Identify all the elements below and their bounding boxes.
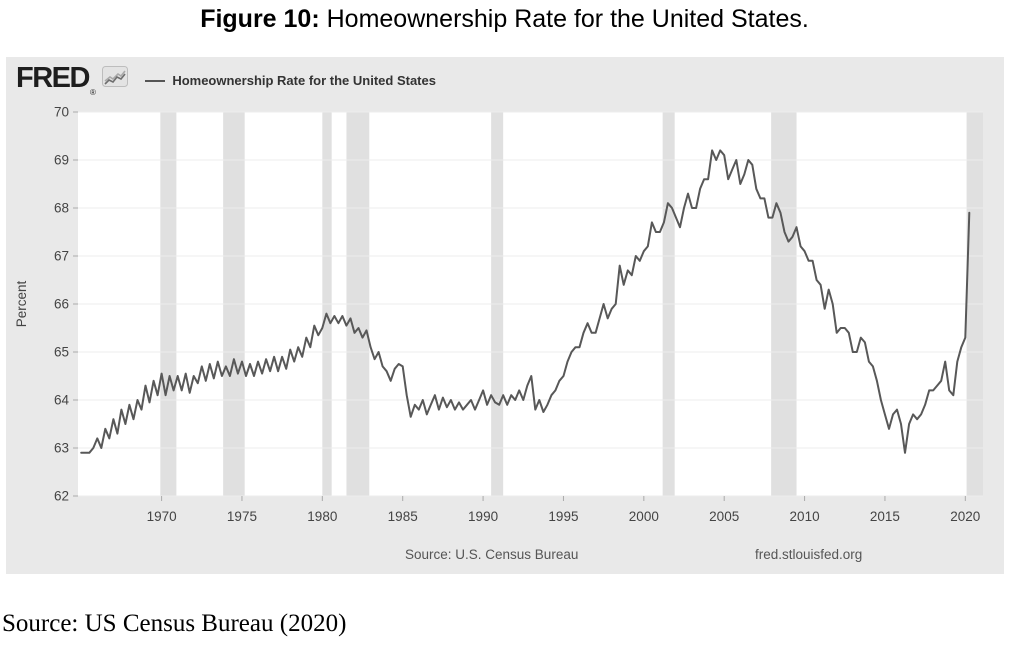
svg-text:2000: 2000 (629, 509, 659, 524)
svg-text:1970: 1970 (147, 509, 177, 524)
legend-line-swatch-icon (145, 79, 166, 82)
data-source-note: Source: U.S. Census Bureau (405, 547, 579, 562)
chart-legend: Homeownership Rate for the United States (145, 73, 436, 88)
svg-text:1990: 1990 (468, 509, 498, 524)
svg-text:66: 66 (54, 297, 69, 312)
gridlines (78, 111, 983, 497)
svg-text:67: 67 (54, 249, 69, 264)
svg-text:70: 70 (54, 105, 69, 120)
svg-text:65: 65 (54, 345, 69, 360)
homeownership-rate-line (80, 149, 971, 454)
svg-text:68: 68 (54, 201, 69, 216)
fred-logo: FRED® (16, 62, 129, 97)
svg-text:2020: 2020 (950, 509, 980, 524)
svg-text:1975: 1975 (227, 509, 257, 524)
svg-text:2015: 2015 (870, 509, 900, 524)
svg-text:62: 62 (54, 489, 69, 504)
svg-text:1995: 1995 (548, 509, 578, 524)
source-caption: Source: US Census Bureau (2020) (2, 610, 347, 637)
legend-label: Homeownership Rate for the United States (172, 73, 436, 88)
y-axis-title: Percent (14, 280, 29, 327)
registered-mark-icon: ® (89, 88, 96, 97)
svg-text:63: 63 (54, 441, 69, 456)
fred-header: FRED® Homeownership Rate for the United … (16, 62, 436, 98)
figure-title: Homeownership Rate for the United States… (319, 5, 809, 33)
svg-text:64: 64 (54, 393, 70, 408)
fred-chart-block: FRED® Homeownership Rate for the United … (6, 57, 1004, 574)
x-axis-labels: 1970 1975 1980 1985 1990 1995 2000 2005 2010 2015… (147, 496, 980, 524)
chart-footer: Source: U.S. Census Bureau fred.stlouisf… (6, 547, 1004, 569)
svg-text:2010: 2010 (790, 509, 820, 524)
fred-logo-text: FRED (16, 62, 90, 94)
svg-text:1985: 1985 (388, 509, 418, 524)
fred-sparkline-icon (102, 66, 129, 87)
svg-text:2005: 2005 (709, 509, 739, 524)
figure-label: Figure 10: (200, 5, 320, 33)
figure-caption: Figure 10: Homeownership Rate for the Un… (0, 5, 1009, 34)
y-axis-labels: 62 63 64 65 66 67 68 69 70 (54, 105, 78, 504)
fred-url: fred.stlouisfed.org (755, 547, 863, 562)
svg-text:69: 69 (54, 153, 69, 168)
svg-text:1980: 1980 (307, 509, 337, 524)
